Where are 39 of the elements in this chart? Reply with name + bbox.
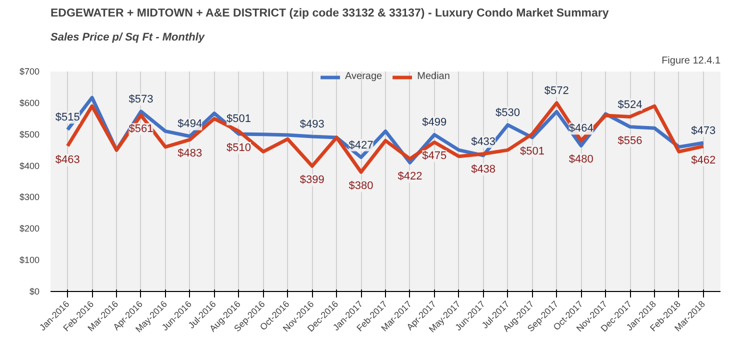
- y-tick-label: $400: [19, 160, 40, 171]
- data-label: $501: [226, 113, 252, 126]
- data-label: $433: [471, 136, 496, 148]
- data-label: $438: [471, 163, 496, 176]
- data-label: $501: [520, 146, 544, 158]
- data-label: $573: [128, 93, 154, 106]
- y-tick-label: $200: [19, 224, 40, 234]
- data-label: $463: [55, 154, 80, 166]
- data-label: $427: [348, 139, 374, 152]
- chart-subtitle: Sales Price p/ Sq Ft - Monthly: [50, 32, 206, 44]
- data-label: $493: [300, 118, 324, 131]
- data-label: $494: [178, 118, 202, 130]
- data-label: $561: [128, 123, 154, 136]
- data-label: $530: [496, 106, 520, 119]
- legend-label: Median: [417, 71, 450, 82]
- data-label: $499: [422, 116, 447, 129]
- data-label: $462: [691, 154, 716, 166]
- y-tick-label: $600: [19, 98, 40, 108]
- y-tick-label: $300: [19, 192, 40, 202]
- data-label: $399: [300, 174, 324, 186]
- data-label: $380: [348, 180, 374, 192]
- y-tick-label: $700: [19, 66, 40, 76]
- data-label: $515: [55, 112, 80, 124]
- data-label: $475: [422, 150, 447, 162]
- data-label: $480: [568, 154, 594, 166]
- data-label: $572: [544, 84, 569, 97]
- data-label: $464: [568, 122, 594, 135]
- data-label: $510: [226, 142, 252, 154]
- data-label: $483: [178, 148, 202, 160]
- y-tick-label: $500: [19, 129, 40, 140]
- legend-label: Average: [345, 71, 382, 82]
- data-label: $473: [691, 124, 716, 137]
- data-label: $556: [618, 134, 642, 147]
- caption: Figure 12.4.1: [662, 56, 721, 66]
- y-tick-label: $0: [29, 286, 40, 296]
- chart-title: EDGEWATER + MIDTOWN + A&E DISTRICT (zip code 33132 & 33137) - Luxury Condo Market Summary: [50, 8, 610, 20]
- y-tick-label: $100: [19, 255, 40, 266]
- data-label: $422: [398, 170, 422, 183]
- data-label: $524: [618, 98, 642, 111]
